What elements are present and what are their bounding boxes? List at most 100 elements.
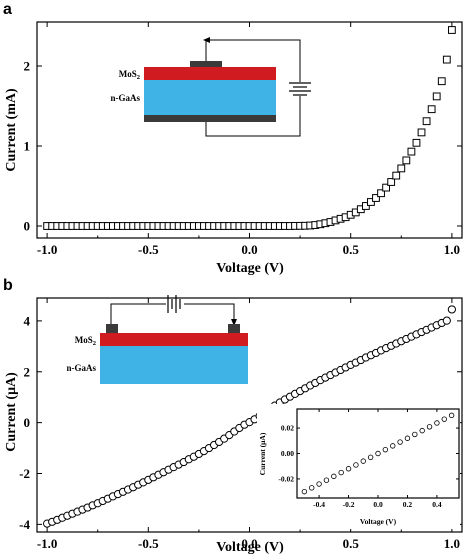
panel-a-data-point: [361, 202, 370, 210]
panel-b-xtick-label: -1.0: [37, 536, 58, 551]
panel-a-wire-bottom: [205, 96, 301, 137]
panel-b-xlabel: Voltage (V): [216, 540, 284, 555]
panel-b-xtick-label: 0.0: [241, 536, 257, 551]
panel-a-mos2-subscript: 2: [137, 74, 140, 81]
panel-b-ytick-label: -2: [19, 466, 30, 481]
panel-b-right-contact: [228, 324, 240, 333]
panel-b-inset-ticks: -0.4 -0.2 0.0 0.2 0.4 -0.02 0.00 0.02: [278, 409, 459, 509]
panel-a-mos2-layer: [144, 67, 276, 80]
panel-b-inset-xtick-label: 0.2: [403, 500, 413, 509]
panel-b-gaas-label: n-GaAs: [66, 363, 96, 373]
panel-a-battery-icon: [289, 82, 311, 96]
panel-a-data-point: [392, 171, 401, 180]
panel-b-inset-data-points: [301, 412, 455, 495]
panel-a-label: a: [3, 1, 12, 18]
panel-a-xtick-label: 0.5: [343, 242, 360, 257]
panel-b-device-diagram: MoS2 n-GaAs: [66, 295, 248, 384]
panel-a-data-point: [422, 117, 431, 126]
panel-a-data-point: [417, 128, 426, 137]
panel-b-mos2-subscript: 2: [93, 340, 96, 347]
panel-b-inset-background: [257, 404, 460, 529]
panel-b-inset-xtick-label: 0.4: [432, 500, 442, 509]
panel-a-data-point: [412, 138, 421, 147]
panel-a-data-point: [437, 77, 446, 86]
panel-a-xtick-label: 0.0: [241, 242, 257, 257]
panel-b-inset-data-point: [390, 443, 396, 449]
panel-a-data-point: [407, 147, 416, 156]
panel-a-data-point: [387, 178, 396, 186]
panel-a-device-diagram: MoS2 n-GaAs: [110, 37, 311, 137]
panel-b-inset-data-point: [382, 446, 389, 453]
panel-b-inset-chart: -0.4 -0.2 0.0 0.2 0.4 -0.02 0.00 0.02 Voltage (…: [257, 404, 460, 529]
panel-b-mos2-label: MoS2: [75, 335, 96, 347]
panel-b-inset-data-point: [367, 454, 374, 461]
panel-b-inset-xtick-label: -0.4: [313, 500, 325, 509]
panel-b-wire-left: [110, 303, 166, 324]
panel-a-wire-top: [205, 39, 301, 82]
panel-a-ticks: -1.0 -0.5 0.0 0.5 1.0 0 1 2: [24, 22, 462, 257]
panel-a-bottom-contact: [144, 115, 276, 122]
panel-a-ytick-label: 2: [24, 59, 31, 74]
panel-a-xtick-label: -0.5: [138, 242, 159, 257]
panel-b-inset-data-point: [412, 431, 418, 438]
panel-a-xtick-label: 1.0: [444, 242, 460, 257]
panel-a-mos2-label: MoS2: [119, 69, 140, 81]
panel-b-ytick-label: -4: [19, 517, 30, 532]
panel-b-xtick-label: -0.5: [138, 536, 159, 551]
panel-b-inset-data-point: [397, 439, 403, 445]
panel-b-ytick-label: 2: [24, 364, 31, 379]
panel-b-gaas-layer: [100, 346, 248, 384]
panel-b-inset-xlabel: Voltage (V): [360, 517, 397, 526]
panel-a-data-point: [382, 183, 391, 192]
panel-b-label: b: [3, 277, 13, 294]
panel-b-inset-data-point: [301, 488, 308, 495]
panel-b-inset-data-point: [316, 481, 322, 487]
panel-a-chart: -1.0 -0.5 0.0 0.5 1.0 0 1 2 Voltage (V) Current…: [4, 21, 463, 276]
panel-b-inset-data-point: [331, 473, 337, 480]
panel-b-chart: -1.0 -0.5 0.0 0.5 1.0 -4 -2 0 2 4 Voltage (V) Cur…: [4, 295, 463, 555]
panel-b-inset-data-point: [360, 458, 366, 464]
panel-a-data-point: [442, 55, 451, 64]
panel-b-data-point: [442, 316, 451, 325]
panel-b-inset-data-point: [434, 420, 440, 426]
panel-a-arrow-icon: [203, 37, 210, 43]
panel-a-plot-frame: [36, 21, 463, 239]
panel-b-wire-right: [184, 303, 235, 324]
panel-b-inset-data-point: [323, 477, 330, 483]
panel-b-inset-data-point: [448, 412, 455, 419]
panel-b-arrow-icon: [231, 319, 237, 326]
panel-b-ticks: -1.0 -0.5 0.0 0.5 1.0 -4 -2 0 2 4: [19, 298, 462, 551]
panel-a-gaas-layer: [144, 80, 276, 115]
panel-b-inset-ytick-label: -0.02: [278, 474, 294, 483]
panel-a-ylabel: Current (mA): [4, 88, 19, 172]
panel-b-ylabel: Current (μA): [4, 372, 19, 452]
panel-b-inset-xtick-label: 0.0: [373, 500, 383, 509]
panel-a-data-point: [432, 92, 441, 101]
panel-b-ytick-label: 4: [24, 313, 31, 328]
panel-b-inset-ylabel: Current (μA): [258, 432, 267, 475]
panel-b-battery-icon: [167, 295, 181, 313]
panel-b-inset-ytick-label: 0.00: [281, 449, 294, 458]
panel-a-ytick-label: 0: [24, 219, 31, 234]
panel-b-mos2-layer: [100, 333, 248, 346]
panel-a-data-point: [372, 194, 380, 202]
panel-b-inset-data-point: [375, 450, 381, 457]
panel-b-inset-data-point: [419, 427, 425, 434]
panel-b-left-contact: [106, 324, 118, 333]
panel-a-top-contact: [190, 61, 222, 67]
panel-a-data-point: [377, 189, 385, 198]
panel-a-xtick-label: -1.0: [37, 242, 58, 257]
panel-b-inset-ytick-label: 0.02: [281, 424, 294, 433]
panel-a-data-point: [397, 164, 406, 173]
panel-b-inset-data-point: [426, 424, 433, 430]
panel-b-inset-data-point: [441, 416, 447, 422]
panel-b-inset-data-point: [309, 485, 315, 491]
panel-a-data-point: [447, 26, 456, 34]
panel-b-ytick-label: 0: [24, 415, 31, 430]
panel-b-inset-data-point: [353, 462, 359, 468]
panel-b-data-point: [447, 305, 456, 314]
panel-b-inset-data-point: [404, 435, 411, 441]
panel-b-inset-xtick-label: -0.2: [343, 500, 355, 509]
panel-b-inset-data-point: [345, 466, 352, 472]
